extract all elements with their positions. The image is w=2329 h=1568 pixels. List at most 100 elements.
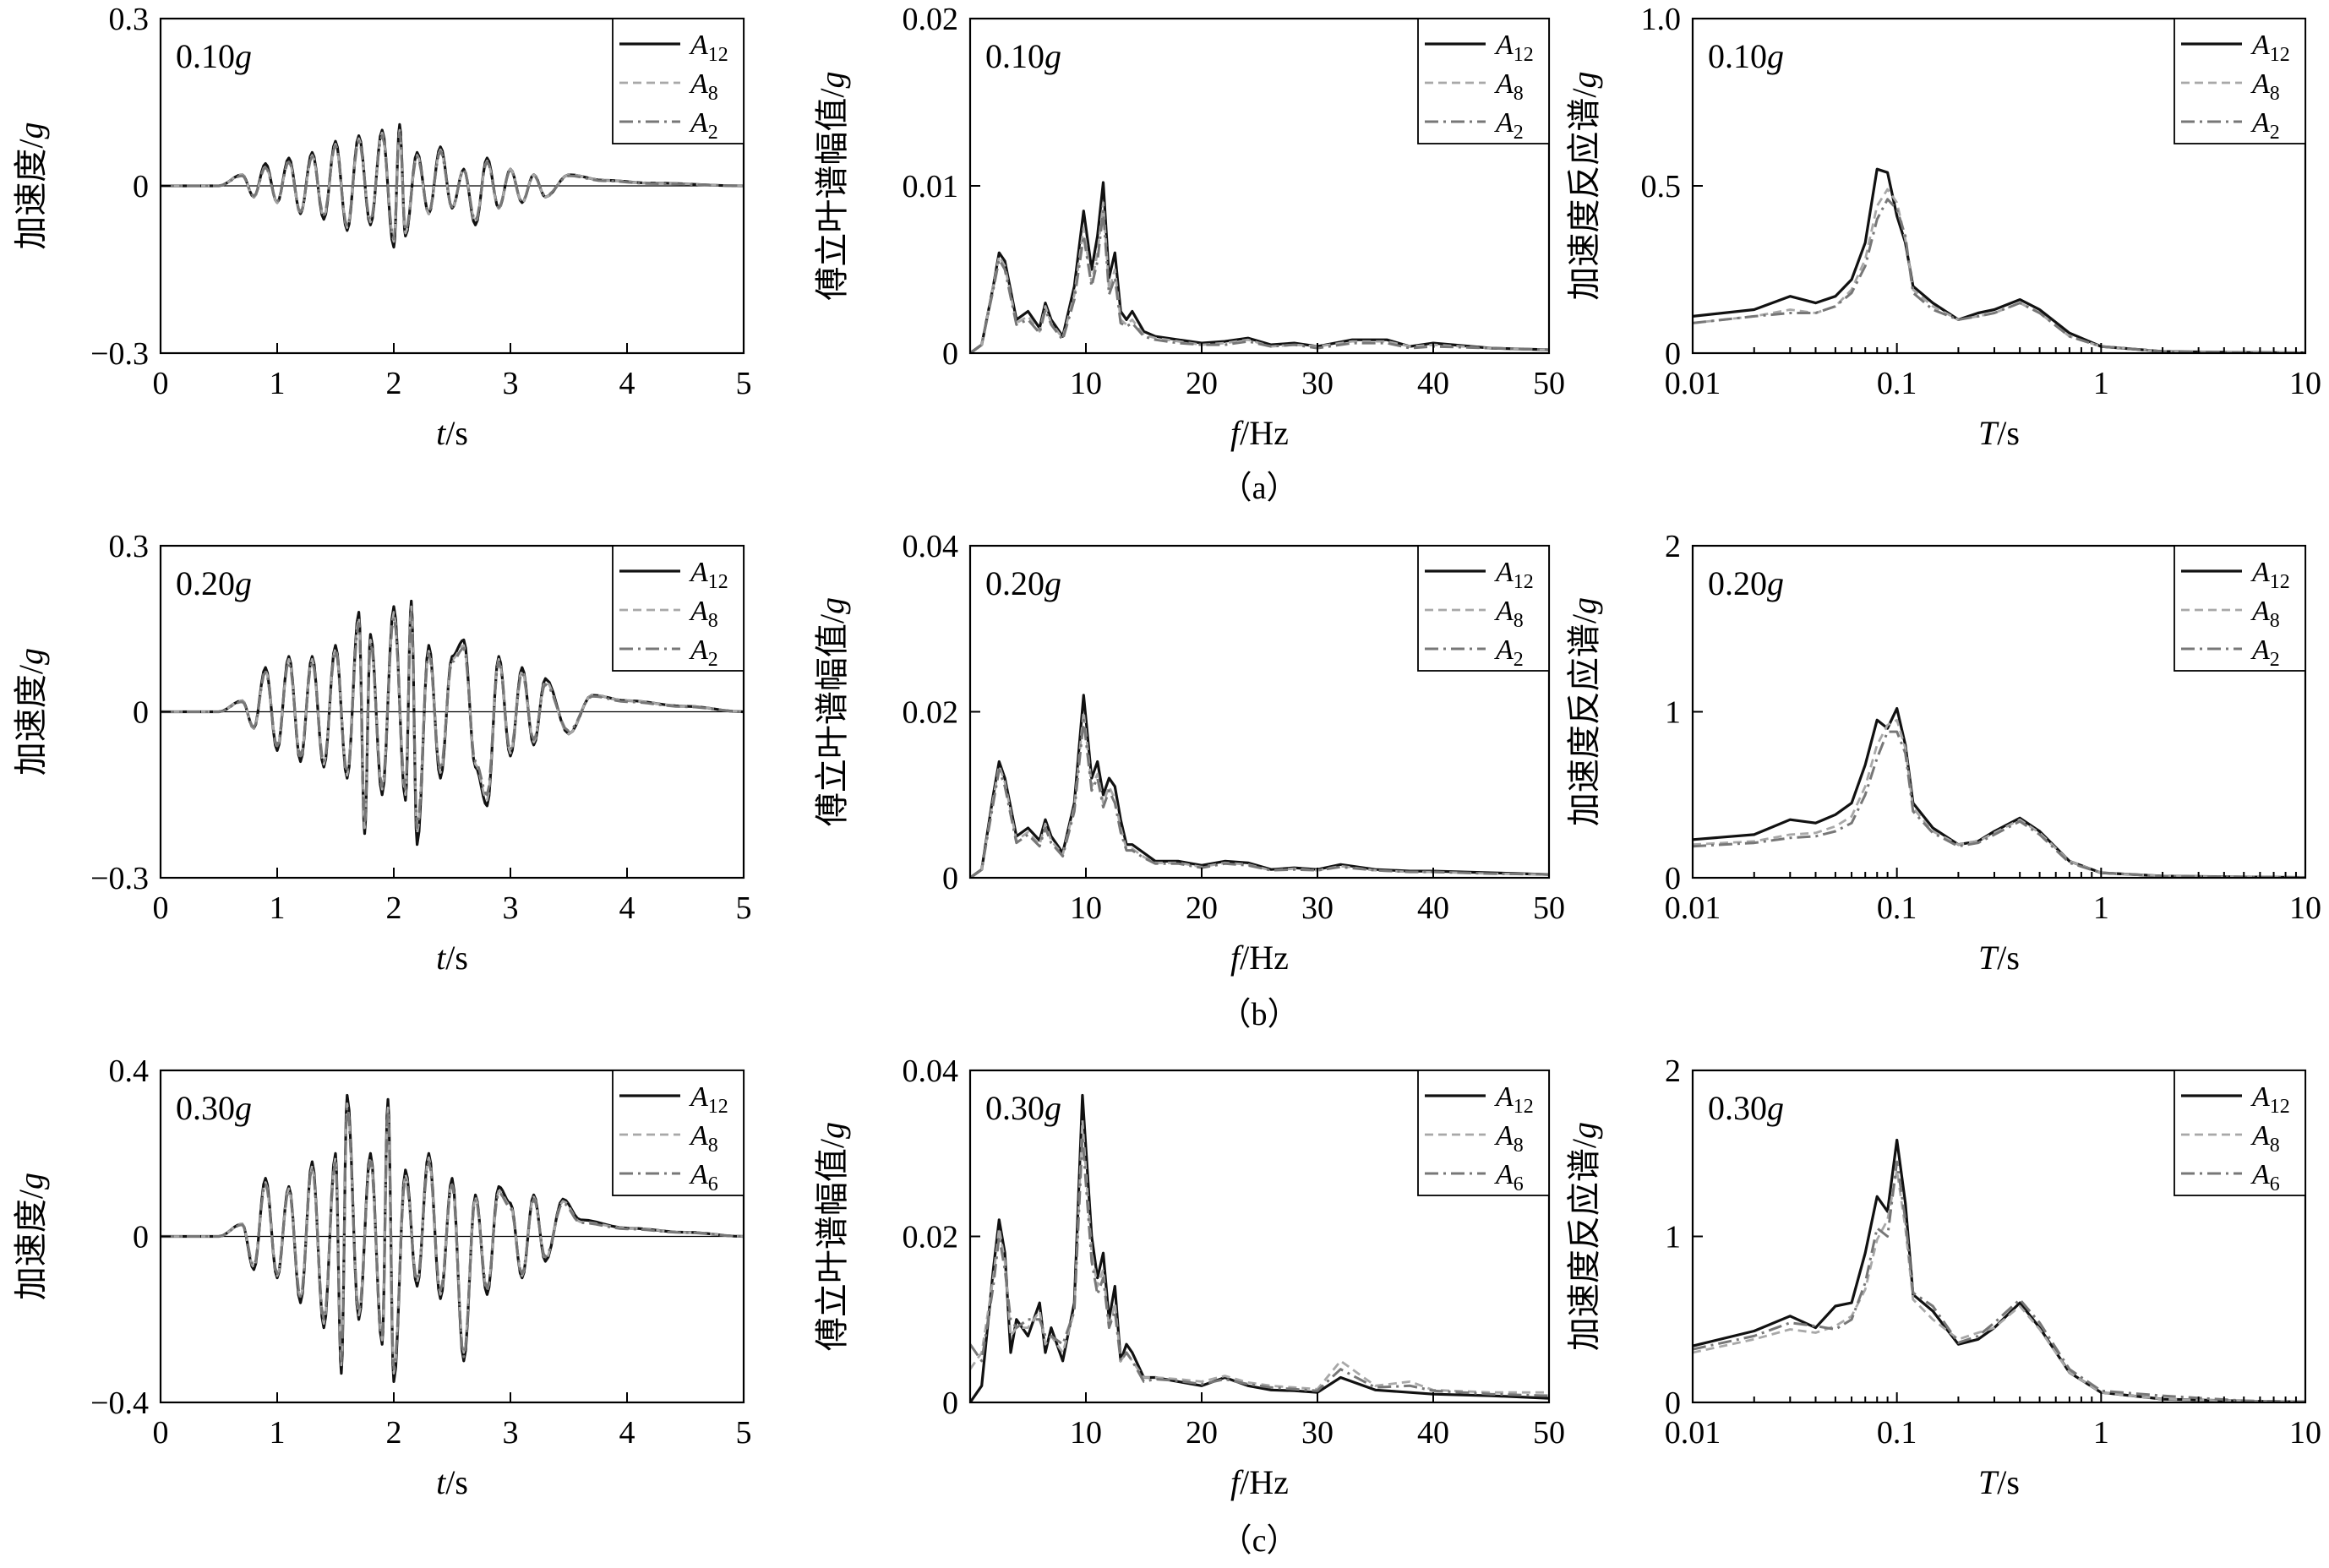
x-tick-label: 5 [736, 890, 752, 926]
x-tick-label: 40 [1417, 1415, 1449, 1451]
series-line-a2 [1693, 730, 2305, 878]
x-tick-label: 1 [270, 890, 286, 926]
x-tick-label: 40 [1417, 890, 1449, 926]
legend-label-a12: A12 [2250, 30, 2290, 66]
subfigure-caption-0: （a） [1220, 471, 1299, 506]
x-tick-label: 50 [1533, 1415, 1565, 1451]
legend-box [2174, 18, 2306, 144]
y-axis-label: 加速度/g [12, 1173, 50, 1300]
y-axis-label: 傅立叶谱幅值/g [813, 597, 851, 826]
legend-label-a2: A2 [689, 107, 718, 144]
y-tick-label: 0 [133, 1220, 149, 1255]
series-line-a8 [1693, 718, 2305, 878]
y-tick-label: 1.0 [1641, 2, 1682, 37]
legend-label-a6: A6 [689, 1159, 718, 1195]
y-tick-label: 0 [133, 695, 149, 731]
legend-label-a12: A12 [689, 1081, 728, 1118]
x-axis-label: T/s [1978, 1463, 2020, 1501]
legend-box [2174, 545, 2306, 672]
y-tick-label: 0.02 [903, 1220, 959, 1255]
x-tick-label: 10 [2289, 1415, 2321, 1451]
intensity-annotation: 0.10g [176, 37, 252, 75]
x-axis-label: t/s [436, 414, 468, 452]
series-line-a2 [970, 210, 1549, 353]
series-line-a2 [161, 611, 744, 830]
intensity-annotation: 0.30g [176, 1089, 252, 1127]
legend-box [612, 1070, 745, 1196]
legend-label-a2: A2 [1494, 107, 1524, 144]
x-tick-label: 0.1 [1877, 1415, 1917, 1451]
x-tick-label: 1 [270, 1415, 286, 1451]
series-line-a8 [1693, 1168, 2305, 1402]
y-tick-label: 0.3 [109, 2, 150, 37]
x-tick-label: 2 [386, 366, 402, 401]
intensity-annotation: 0.20g [1708, 564, 1784, 602]
y-tick-label: 0.02 [903, 695, 959, 731]
y-tick-label: 0.04 [903, 529, 959, 564]
y-tick-label: −0.3 [90, 336, 149, 372]
y-tick-label: 0 [1665, 1386, 1681, 1421]
series-line-a8 [970, 710, 1549, 878]
x-axis-label: T/s [1978, 414, 2020, 452]
legend-label-a6: A6 [1494, 1159, 1524, 1195]
legend-label-a12: A12 [2250, 557, 2290, 593]
x-tick-label: 4 [619, 1415, 635, 1451]
x-tick-label: 5 [736, 366, 752, 401]
subfigure-caption-1: （b） [1219, 997, 1299, 1032]
legend-box [1417, 545, 1550, 672]
y-axis-label: 傅立叶谱幅值/g [813, 71, 851, 300]
x-tick-label: 3 [503, 366, 519, 401]
legend-label-a2: A2 [689, 634, 718, 671]
legend-label-a8: A8 [1494, 68, 1524, 105]
legend-box [1417, 18, 1550, 144]
y-tick-label: −0.4 [90, 1386, 149, 1421]
legend-label-a2: A2 [2250, 634, 2280, 671]
legend-box [612, 545, 745, 672]
y-tick-label: 0.5 [1641, 169, 1682, 204]
y-tick-label: 0.02 [903, 2, 959, 37]
x-tick-label: 0.01 [1665, 1415, 1721, 1451]
x-tick-label: 0.01 [1665, 366, 1721, 401]
legend-label-a8: A8 [2250, 68, 2280, 105]
legend-label-a2: A2 [1494, 634, 1524, 671]
x-tick-label: 20 [1186, 890, 1218, 926]
x-tick-label: 3 [503, 1415, 519, 1451]
series-line-a12 [1693, 167, 2305, 353]
legend-label-a8: A8 [1494, 1120, 1524, 1157]
y-tick-label: 0 [1665, 336, 1681, 372]
y-axis-label: 加速度反应谱/g [1565, 1122, 1603, 1351]
x-axis-label: f/Hz [1230, 939, 1289, 977]
x-tick-label: 3 [503, 890, 519, 926]
y-tick-label: 0 [942, 336, 958, 372]
legend-label-a8: A8 [2250, 596, 2280, 632]
y-axis-label: 加速度反应谱/g [1565, 71, 1603, 300]
legend-label-a8: A8 [689, 1120, 718, 1157]
y-tick-label: 0 [1665, 861, 1681, 896]
y-tick-label: 0 [133, 169, 149, 204]
x-tick-label: 0 [153, 1415, 169, 1451]
x-axis-label: f/Hz [1230, 414, 1289, 452]
x-tick-label: 30 [1301, 1415, 1334, 1451]
x-tick-label: 10 [2289, 890, 2321, 926]
x-tick-label: 10 [1070, 890, 1102, 926]
y-tick-label: 1 [1665, 1220, 1681, 1255]
legend-box [2174, 1070, 2306, 1196]
intensity-annotation: 0.20g [176, 564, 252, 602]
subfigure-caption-2: （c） [1220, 1523, 1299, 1559]
legend-label-a12: A12 [689, 30, 728, 66]
x-tick-label: 30 [1301, 890, 1334, 926]
x-tick-label: 20 [1186, 366, 1218, 401]
